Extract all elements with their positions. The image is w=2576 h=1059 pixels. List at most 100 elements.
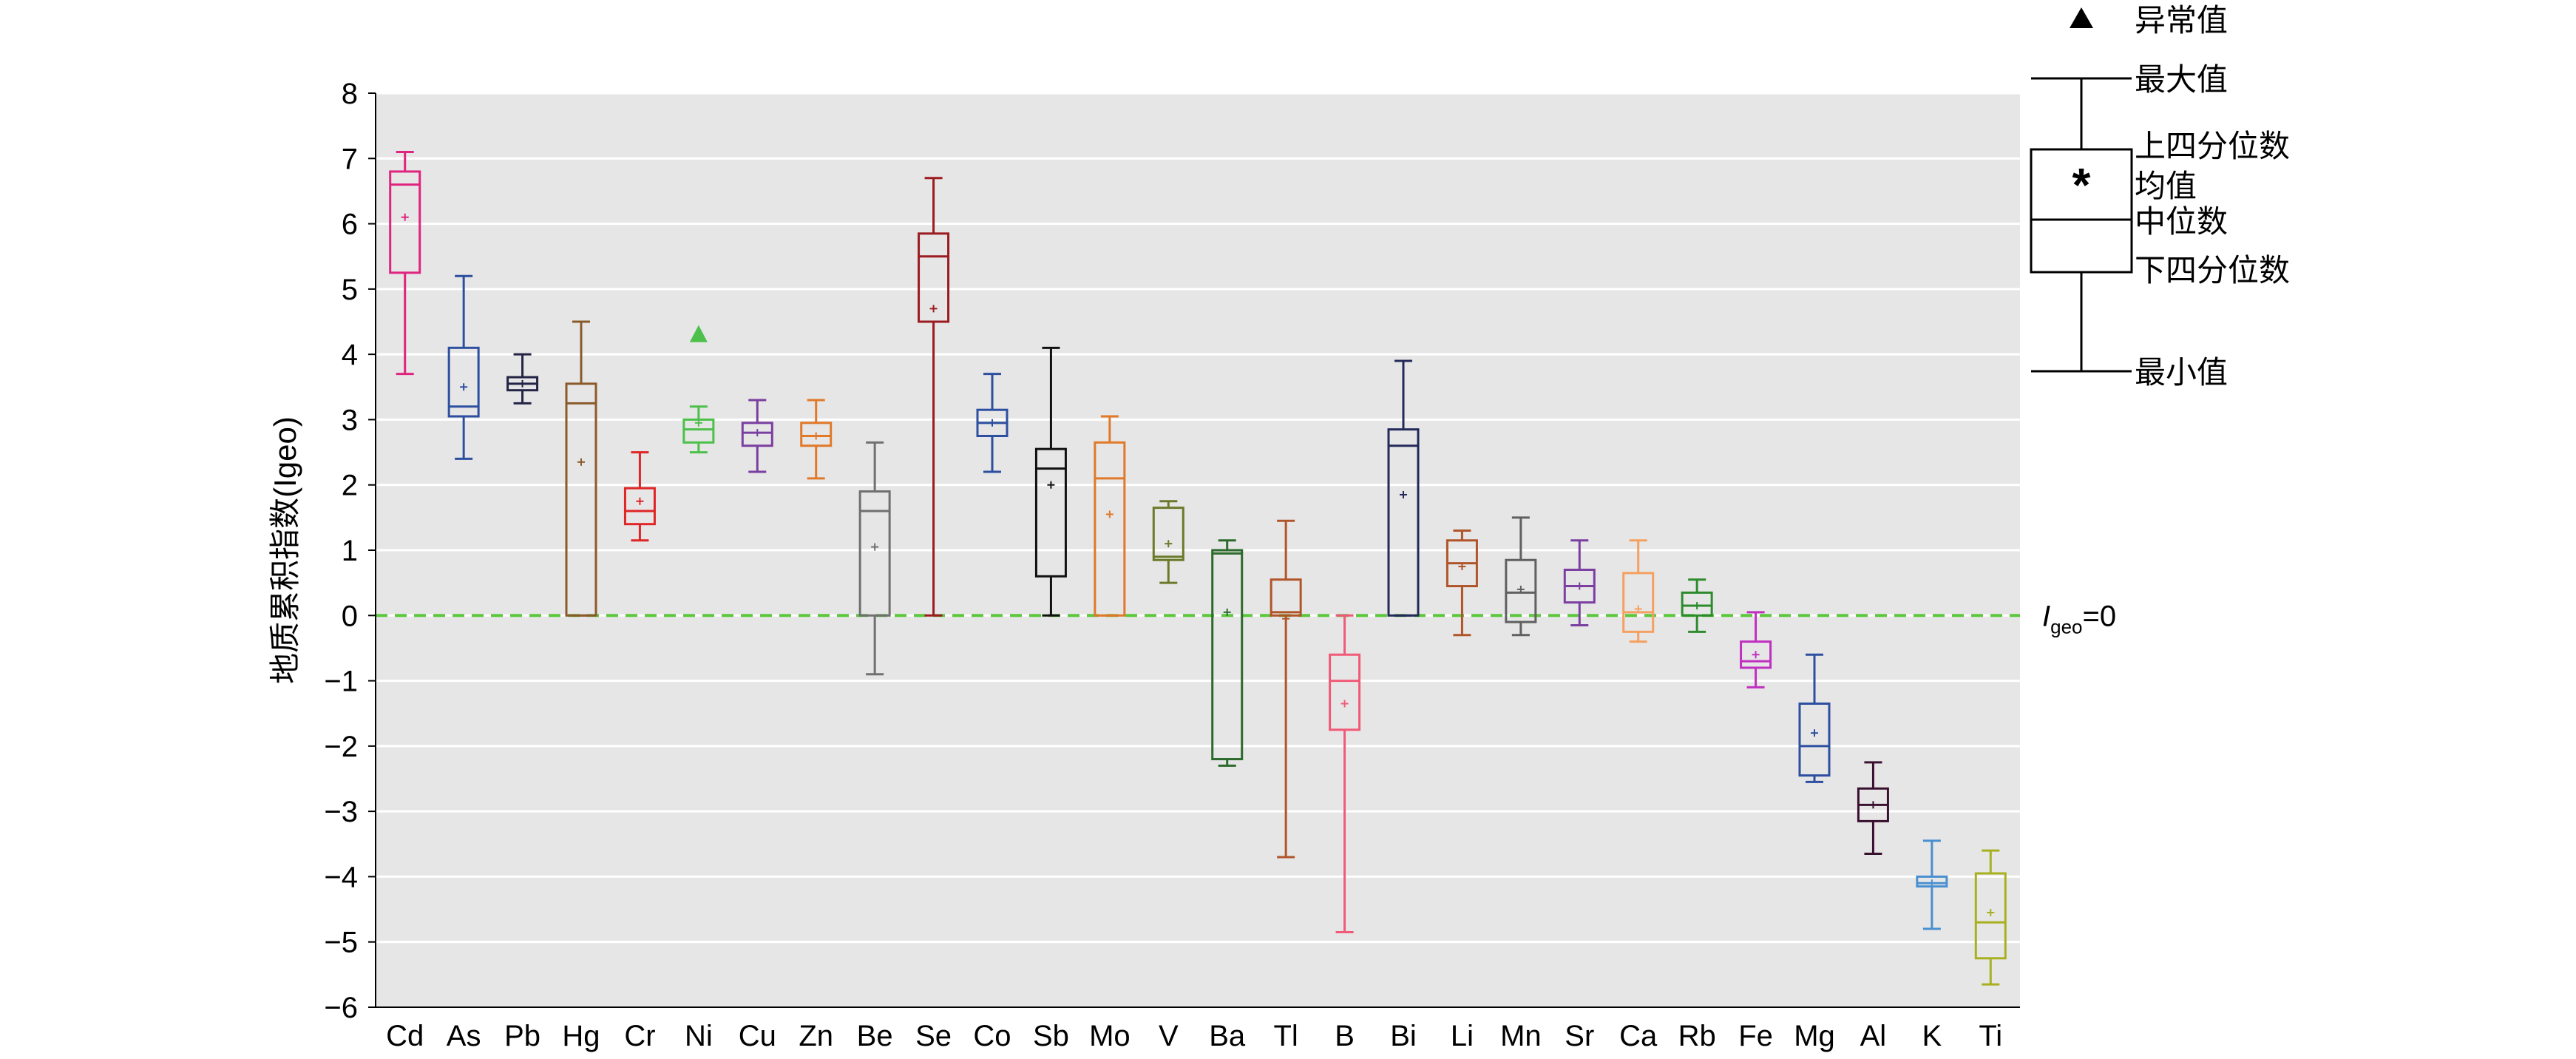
box-as	[447, 274, 480, 460]
x-tick-label: B	[1335, 1020, 1355, 1052]
box-iqr	[1681, 591, 1713, 617]
legend-max-label: 最大值	[2135, 62, 2228, 97]
grid-lines	[376, 92, 2020, 944]
boxes-group	[389, 150, 2007, 986]
legend-q1-label: 下四分位数	[2135, 253, 2290, 288]
y-tick-label: 5	[342, 274, 358, 306]
box-li	[1445, 530, 1478, 637]
x-tick-label: K	[1922, 1020, 1942, 1052]
x-tick-label: Tl	[1273, 1020, 1298, 1052]
box-iqr	[1152, 507, 1184, 561]
box-zn	[800, 399, 833, 480]
legend-q3-label: 上四分位数	[2135, 129, 2290, 163]
x-tick-label: Ba	[1209, 1020, 1246, 1052]
y-tick-label: −1	[324, 666, 358, 698]
box-ca	[1622, 539, 1655, 643]
box-iqr	[565, 382, 597, 617]
box-k	[1916, 839, 1948, 930]
box-ti	[1974, 849, 2007, 986]
box-iqr	[1034, 447, 1067, 578]
legend-median-label: 中位数	[2135, 204, 2228, 239]
box-b	[1329, 614, 1361, 933]
x-tick-label: Sb	[1033, 1020, 1069, 1052]
x-tick-label: Al	[1860, 1020, 1887, 1052]
box-sb	[1034, 346, 1067, 617]
x-tick-label: Bi	[1390, 1020, 1417, 1052]
y-tick-label: −4	[324, 861, 358, 893]
box-iqr	[1211, 549, 1244, 761]
box-mo	[1094, 415, 1126, 617]
legend-mean-symbol: *	[2072, 158, 2091, 212]
x-tick-label: Mg	[1794, 1020, 1835, 1052]
legend-outlier-triangle	[2070, 7, 2093, 28]
box-iqr	[1094, 441, 1126, 617]
y-tick-label: 4	[342, 339, 358, 371]
box-ba	[1211, 539, 1244, 767]
y-tick-label: −2	[324, 731, 358, 763]
y-tick-label: −3	[324, 796, 358, 828]
box-se	[918, 177, 950, 617]
outlier-point	[689, 325, 708, 342]
y-axis-label: 地质累积指数(Igeo)	[268, 416, 302, 684]
box-iqr	[1387, 428, 1420, 617]
x-tick-label: Sr	[1565, 1020, 1594, 1052]
y-tick-label: −6	[324, 992, 358, 1024]
x-tick-label: Cd	[386, 1020, 424, 1052]
box-co	[976, 373, 1009, 473]
box-rb	[1681, 578, 1713, 633]
box-iqr	[741, 422, 773, 447]
y-tick-label: 6	[342, 209, 358, 241]
box-mn	[1505, 516, 1537, 637]
box-v	[1152, 500, 1184, 584]
box-ni	[682, 325, 715, 454]
box-sr	[1563, 539, 1596, 627]
x-tick-label: Ca	[1619, 1020, 1658, 1052]
y-tick-label: 3	[342, 404, 358, 436]
y-tick-label: 8	[342, 78, 358, 110]
box-iqr	[1622, 572, 1655, 633]
box-bi	[1387, 359, 1420, 617]
legend-min-label: 最小值	[2135, 355, 2228, 390]
x-tick-label: As	[447, 1020, 481, 1052]
box-cd	[389, 150, 421, 376]
y-tick-label: 0	[342, 600, 358, 632]
x-tick-label: Zn	[799, 1020, 833, 1052]
box-cu	[741, 399, 773, 473]
x-tick-label: Rb	[1678, 1020, 1716, 1052]
x-tick-label: Ni	[685, 1020, 713, 1052]
y-axis: −6 −5 −4 −3 −2 −1 0 1 2 3 4 5 6 7 8	[324, 78, 376, 1024]
x-tick-label: Be	[857, 1020, 893, 1052]
y-tick-label: 1	[342, 535, 358, 567]
box-iqr	[1974, 872, 2007, 960]
x-tick-label: Mn	[1500, 1020, 1542, 1052]
x-tick-label: Li	[1451, 1020, 1474, 1052]
box-iqr	[447, 346, 480, 418]
box-iqr	[858, 490, 891, 617]
box-iqr	[1505, 558, 1537, 623]
x-tick-label: Ti	[1979, 1020, 2002, 1052]
x-tick-label: Cr	[624, 1020, 655, 1052]
box-iqr	[623, 487, 656, 526]
y-tick-label: 2	[342, 470, 358, 502]
box-iqr	[918, 232, 950, 323]
box-pb	[506, 353, 539, 405]
x-tick-label: Fe	[1738, 1020, 1773, 1052]
box-tl	[1270, 519, 1302, 859]
y-tick-label: 7	[342, 143, 358, 175]
x-axis: Cd As Pb Hg Cr Ni Cu Zn Be Se Co Sb Mo V Ba Tl B Bi Li Mn Sr…	[376, 1006, 2020, 1052]
reference-line-label: Igeo=0	[2042, 600, 2116, 637]
box-iqr	[1329, 653, 1361, 731]
box-iqr	[389, 170, 421, 274]
y-tick-label: −5	[324, 927, 358, 959]
x-tick-label: Co	[973, 1020, 1011, 1052]
box-be	[858, 441, 891, 676]
x-tick-label: V	[1159, 1020, 1179, 1052]
x-tick-label: Cu	[739, 1020, 776, 1052]
box-hg	[565, 320, 597, 617]
box-fe	[1740, 611, 1772, 688]
x-tick-label: Hg	[562, 1020, 600, 1052]
x-tick-label: Mo	[1089, 1020, 1131, 1052]
box-al	[1857, 761, 1889, 856]
reference-line-group: Igeo=0	[376, 600, 2116, 637]
